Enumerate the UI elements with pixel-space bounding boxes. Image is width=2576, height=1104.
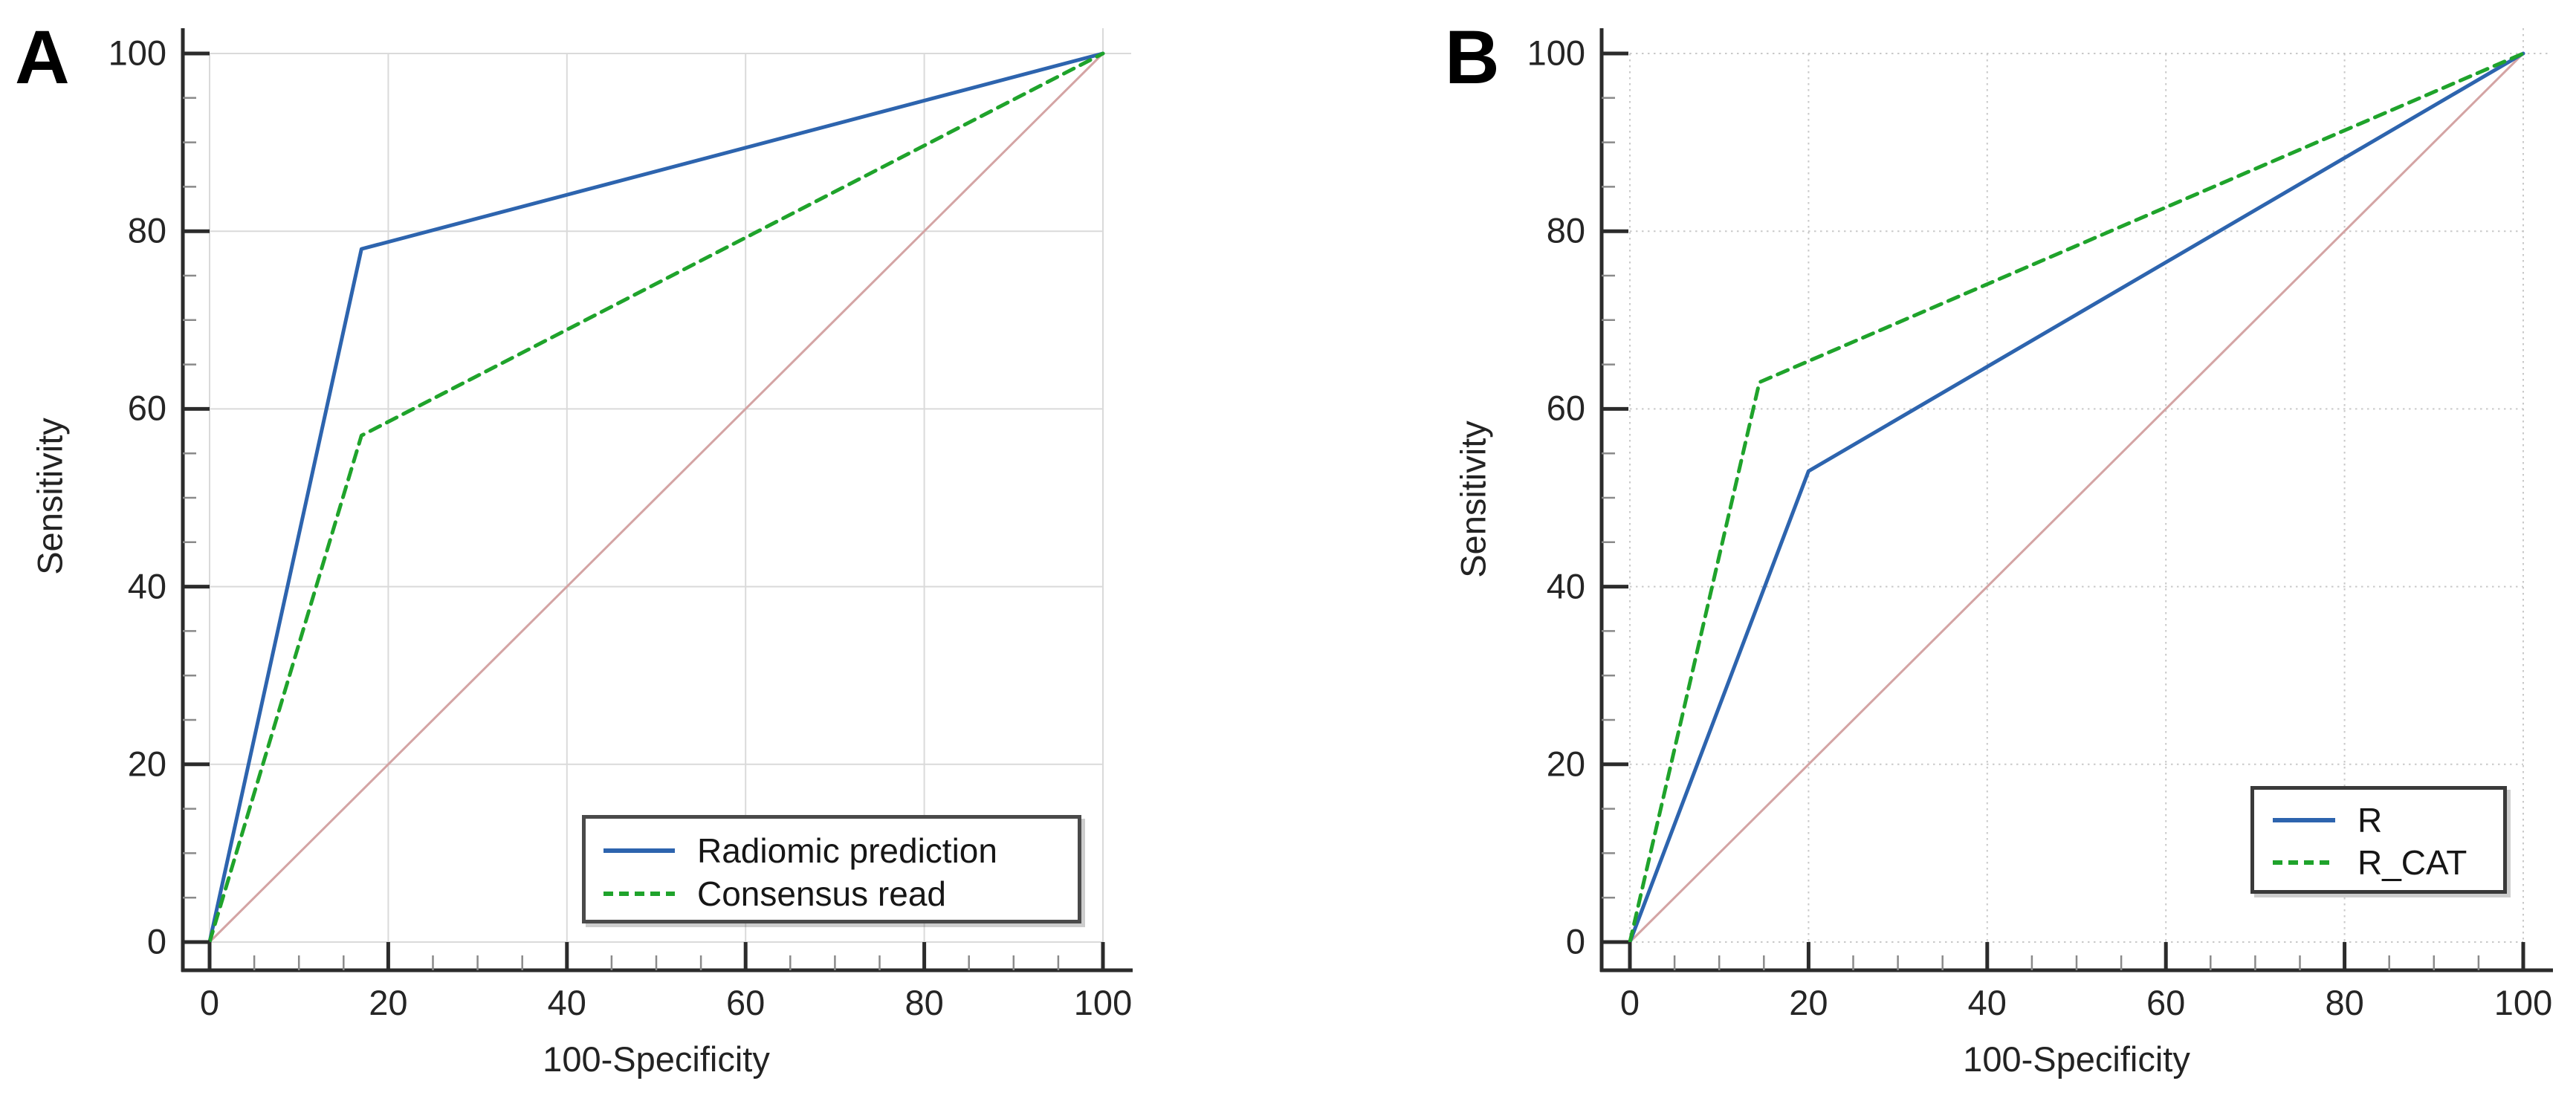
legend-label: Radiomic prediction [697,831,997,870]
y-tick-label: 20 [1546,744,1585,784]
legend-label: Consensus read [697,874,946,913]
x-tick-label: 20 [1789,983,1828,1022]
x-tick-label: 0 [1619,983,1640,1022]
panel-a-legend: Radiomic prediction Consensus read [582,815,1081,923]
panel-b-legend: R R_CAT [2250,786,2507,894]
panel-a-y-axis-title: Sensitivity [30,418,70,575]
roc-curve-r [1628,51,2525,944]
reference-diagonal-line [208,52,1104,944]
legend-entry-radiomic-prediction: Radiomic prediction [603,829,1078,872]
panel-a-x-axis-title: 100-Specificity [543,1039,770,1079]
legend-dashed-line-sample [603,892,675,896]
x-tick-label: 80 [2325,983,2364,1022]
y-tick-label: 80 [1546,210,1585,250]
y-tick-label: 100 [1527,33,1585,73]
reference-diagonal-line [1628,52,2525,944]
y-tick-label: 40 [127,565,166,605]
legend-dashed-line-sample [2273,860,2335,865]
legend-label: R_CAT [2357,842,2467,882]
y-tick-label: 0 [1565,921,1585,961]
y-tick-label: 80 [127,210,166,250]
x-tick-label: 20 [369,983,408,1022]
x-tick-label: 0 [199,983,220,1022]
legend-entry-r-cat: R_CAT [2273,841,2503,883]
y-tick-label: 60 [1546,388,1585,428]
x-tick-label: 100 [2494,983,2553,1022]
y-tick-label: 0 [146,921,166,961]
x-tick-label: 60 [2146,983,2186,1022]
legend-solid-line-sample [2273,817,2335,822]
panel-b-y-axis-title: Sensitivity [1453,421,1493,578]
panel-b-letter: B [1445,15,1500,100]
y-tick-label: 20 [127,744,166,784]
panel-a-letter: A [15,15,70,100]
panel-b-x-axis-title: 100-Specificity [1963,1039,2190,1079]
y-tick-label: 100 [108,33,166,73]
x-tick-label: 40 [547,983,586,1022]
x-tick-label: 40 [1967,983,2007,1022]
legend-entry-consensus-read: Consensus read [603,872,1078,915]
roc-curve-consensus-read [207,51,1105,944]
legend-entry-r: R [2273,799,2503,841]
roc-curve-radiomic-prediction [207,51,1105,944]
y-tick-label: 40 [1546,565,1585,605]
x-tick-label: 60 [726,983,766,1022]
roc-curve-r-cat [1628,51,2525,944]
legend-solid-line-sample [603,848,675,853]
y-tick-label: 60 [127,388,166,428]
legend-label: R [2357,800,2383,840]
x-tick-label: 80 [904,983,944,1022]
x-tick-label: 100 [1073,983,1133,1022]
